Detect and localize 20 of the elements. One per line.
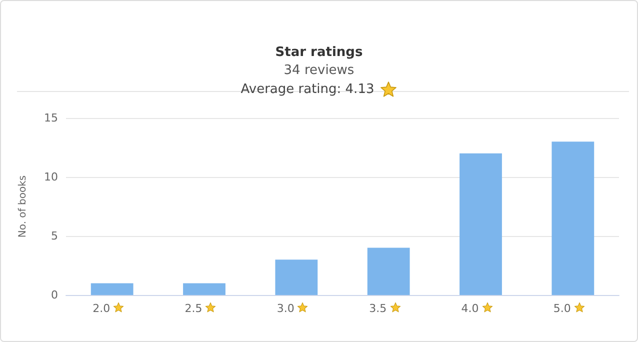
- x-tick-label: 2.0: [92, 302, 110, 315]
- chart-subtitle: 34 reviews: [282, 63, 356, 78]
- x-tick-label: 5.0: [553, 302, 571, 315]
- bar: [90, 283, 134, 295]
- x-tick-label: 3.0: [276, 302, 294, 315]
- x-tick-label: 2.5: [184, 302, 202, 315]
- bar: [183, 283, 226, 295]
- text: Average rating: 4.13: [240, 82, 374, 97]
- bar: [275, 260, 318, 295]
- y-tick-label: 5: [51, 230, 58, 242]
- y-axis-title: No. of books: [18, 175, 28, 238]
- x-tick-label: 4.0: [461, 302, 479, 315]
- y-tick-label: 10: [44, 170, 58, 184]
- bar: [552, 142, 594, 295]
- bar: [460, 153, 502, 295]
- chart-title: Star ratings: [274, 45, 364, 60]
- y-tick-label: 15: [44, 112, 58, 124]
- y-tick-label: 0: [51, 288, 58, 302]
- x-tick-label: 3.5: [369, 302, 387, 315]
- bar: [367, 248, 410, 295]
